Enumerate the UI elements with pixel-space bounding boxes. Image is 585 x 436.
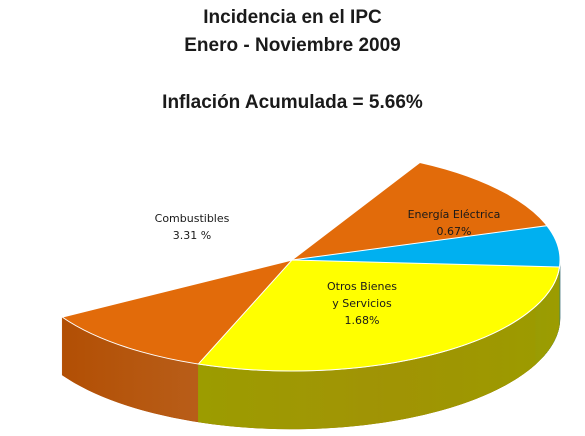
chart-subtitle: Inflación Acumulada = 5.66% [162, 92, 423, 113]
data-label-otros-bienes-y-servicios: Otros Bienes y Servicios 1.68% [327, 280, 397, 327]
chart-title-line-1: Incidencia en el IPC [203, 7, 382, 28]
data-label-combustibles: Combustibles 3.31 % [155, 212, 230, 242]
chart-title-line-2: Enero - Noviembre 2009 [184, 35, 401, 56]
data-label-energ-a-el-ctrica: Energía Eléctrica 0.67% [408, 208, 501, 238]
pie-slice-otros-bienes-y-servicios [197, 259, 561, 372]
